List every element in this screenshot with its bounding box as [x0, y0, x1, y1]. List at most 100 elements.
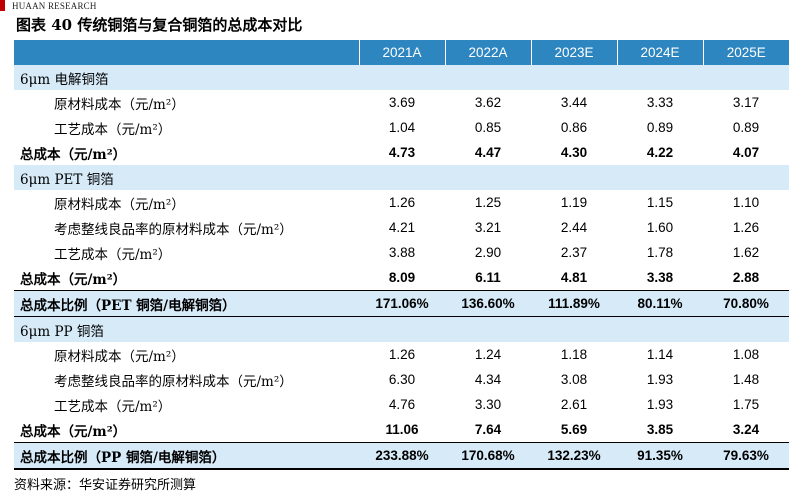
column-header: 2021A: [358, 40, 445, 65]
table-cell: 1.18: [560, 347, 588, 362]
row-label: 原材料成本（元/m²）: [54, 348, 185, 365]
table-cell: 171.06%: [359, 290, 445, 317]
table-cell: 5.69: [560, 422, 588, 437]
row-label: 原材料成本（元/m²）: [54, 196, 185, 213]
table-cell: 0.89: [732, 120, 760, 135]
table-cell: 1.93: [646, 372, 674, 387]
brand-name: HUAAN RESEARCH: [12, 1, 97, 11]
table-cell: 8.09: [388, 270, 416, 285]
table-cell: 4.73: [388, 145, 416, 160]
table-cell: 3.21: [474, 220, 502, 235]
figure-title: 图表 40 传统铜箔与复合铜箔的总成本对比: [16, 16, 303, 34]
column-header: 2022A: [444, 40, 531, 65]
table-cell: 3.30: [474, 397, 502, 412]
row-label: 工艺成本（元/m²）: [54, 246, 172, 263]
row-label: 考虑整线良品率的原材料成本（元/m²）: [54, 373, 293, 390]
table-cell: 4.47: [474, 145, 502, 160]
row-label: 工艺成本（元/m²）: [54, 121, 172, 138]
table-cell: 4.21: [388, 220, 416, 235]
table-cell: 1.26: [732, 220, 760, 235]
table-cell: 70.80%: [703, 290, 789, 317]
table-cell: 1.26: [388, 195, 416, 210]
table-cell: 1.14: [646, 347, 674, 362]
table-cell: 4.34: [474, 372, 502, 387]
cost-comparison-table: 2021A 2022A 2023E 2024E 2025E 6μm 电解铜箔 原…: [14, 40, 789, 470]
table-cell: 7.64: [474, 422, 502, 437]
table-cell: 4.07: [732, 145, 760, 160]
table-cell: 4.76: [388, 397, 416, 412]
table-cell: 3.08: [560, 372, 588, 387]
row-label: 总成本比例（PP 铜箔/电解铜箔）: [14, 442, 359, 470]
table-cell: 1.15: [646, 195, 674, 210]
table-cell: 1.10: [732, 195, 760, 210]
table-cell: 3.62: [474, 95, 502, 110]
row-label: 工艺成本（元/m²）: [54, 398, 172, 415]
table-cell: 2.44: [560, 220, 588, 235]
table-cell: 132.23%: [531, 442, 617, 470]
table-row: 工艺成本（元/m²） 4.76 3.30 2.61 1.93 1.75: [14, 392, 789, 417]
table-cell: 1.48: [732, 372, 760, 387]
column-header: 2023E: [530, 40, 617, 65]
section-label: 6μm PP 铜箔: [14, 316, 359, 342]
table-row: 原材料成本（元/m²） 3.69 3.62 3.44 3.33 3.17: [14, 90, 789, 115]
row-label: 原材料成本（元/m²）: [54, 96, 185, 113]
table-row: 考虑整线良品率的原材料成本（元/m²） 4.21 3.21 2.44 1.60 …: [14, 215, 789, 240]
source-note: 资料来源：华安证券研究所测算: [14, 478, 197, 493]
table-cell: 0.85: [474, 120, 502, 135]
section-row-pp: 6μm PP 铜箔: [14, 316, 789, 342]
column-header: 2024E: [616, 40, 703, 65]
column-header: 2025E: [702, 40, 789, 65]
table-cell: 233.88%: [359, 442, 445, 470]
table-cell: 1.75: [732, 397, 760, 412]
table-cell: 0.89: [646, 120, 674, 135]
table-row: 原材料成本（元/m²） 1.26 1.24 1.18 1.14 1.08: [14, 342, 789, 367]
table-cell: 1.08: [732, 347, 760, 362]
table-cell: 3.33: [646, 95, 674, 110]
table-cell: 3.38: [646, 270, 674, 285]
table-cell: 4.30: [560, 145, 588, 160]
row-label: 总成本比例（PET 铜箔/电解铜箔）: [14, 290, 359, 317]
row-label: 总成本（元/m²）: [20, 423, 127, 440]
table-cell: 2.88: [732, 270, 760, 285]
brand-logo-mark: [0, 0, 5, 11]
table-cell: 1.24: [474, 347, 502, 362]
table-header-row: 2021A 2022A 2023E 2024E 2025E: [14, 40, 789, 65]
table-cell: 3.88: [388, 245, 416, 260]
table-cell: 80.11%: [617, 290, 703, 317]
table-cell: 3.24: [732, 422, 760, 437]
table-cell: 1.19: [560, 195, 588, 210]
header-label-cell: [14, 40, 359, 65]
table-cell: 1.25: [474, 195, 502, 210]
table-cell: 0.86: [560, 120, 588, 135]
table-cell: 1.62: [732, 245, 760, 260]
table-cell: 3.85: [646, 422, 674, 437]
table-row: 工艺成本（元/m²） 1.04 0.85 0.86 0.89 0.89: [14, 115, 789, 140]
section-label: 6μm 电解铜箔: [14, 65, 359, 90]
table-cell: 136.60%: [445, 290, 531, 317]
total-row: 总成本（元/m²） 8.09 6.11 4.81 3.38 2.88: [14, 265, 789, 291]
table-cell: 11.06: [385, 422, 419, 437]
section-row-pet: 6μm PET 铜箔: [14, 165, 789, 190]
table-cell: 3.69: [388, 95, 416, 110]
table-cell: 170.68%: [445, 442, 531, 470]
table-cell: 2.90: [474, 245, 502, 260]
table-cell: 2.61: [560, 397, 588, 412]
ratio-row: 总成本比例（PP 铜箔/电解铜箔） 233.88% 170.68% 132.23…: [14, 442, 789, 470]
table-row: 原材料成本（元/m²） 1.26 1.25 1.19 1.15 1.10: [14, 190, 789, 215]
table-cell: 4.81: [560, 270, 588, 285]
table-cell: 1.78: [646, 245, 674, 260]
section-label: 6μm PET 铜箔: [14, 165, 359, 190]
table-cell: 111.89%: [531, 290, 617, 317]
table-cell: 4.22: [646, 145, 674, 160]
table-cell: 79.63%: [703, 442, 789, 470]
table-cell: 1.60: [646, 220, 674, 235]
table-row: 考虑整线良品率的原材料成本（元/m²） 6.30 4.34 3.08 1.93 …: [14, 367, 789, 392]
row-label: 考虑整线良品率的原材料成本（元/m²）: [54, 221, 293, 238]
table-cell: 6.30: [388, 372, 416, 387]
table-cell: 6.11: [475, 270, 501, 285]
table-cell: 1.93: [646, 397, 674, 412]
table-cell: 3.44: [560, 95, 588, 110]
ratio-row: 总成本比例（PET 铜箔/电解铜箔） 171.06% 136.60% 111.8…: [14, 290, 789, 317]
row-label: 总成本（元/m²）: [20, 271, 127, 288]
section-row-electrolytic: 6μm 电解铜箔: [14, 65, 789, 90]
